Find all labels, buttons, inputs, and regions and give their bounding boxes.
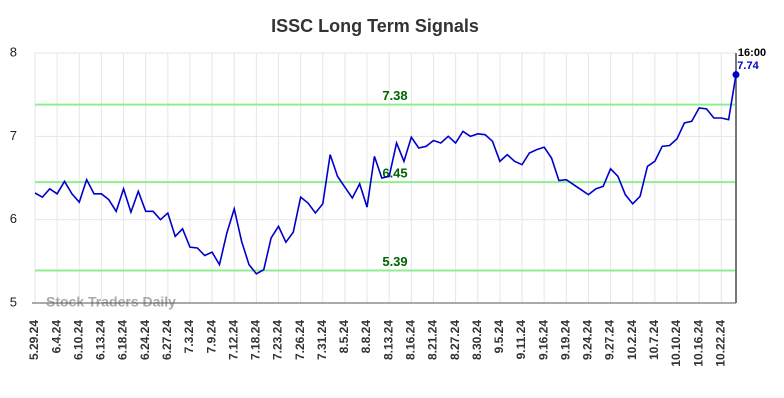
x-tick-label: 8.27.24 [448,320,462,360]
x-tick-label: 8.16.24 [403,320,417,360]
x-tick-label: 8.13.24 [381,320,395,360]
x-tick-label: 7.18.24 [249,320,263,360]
x-tick-label: 9.16.24 [536,320,550,360]
x-tick-label: 6.24.24 [138,320,152,360]
x-tick-label: 7.23.24 [271,320,285,360]
x-tick-label: 8.30.24 [470,320,484,360]
price-line [34,74,737,275]
x-tick-label: 6.18.24 [116,320,130,360]
x-tick-label: 10.2.24 [625,320,639,360]
x-tick-label: 7.31.24 [315,320,329,360]
chart-title: ISSC Long Term Signals [271,16,479,36]
x-tick-label: 8.21.24 [426,320,440,360]
x-tick-label: 10.22.24 [713,320,727,367]
x-tick-label: 5.29.24 [27,320,41,360]
x-tick-label: 9.11.24 [514,320,528,360]
last-point [732,71,740,79]
last-time: 16:00 [738,47,766,59]
x-tick-label: 6.10.24 [71,320,85,360]
y-tick-label: 8 [10,44,17,59]
x-tick-label: 9.24.24 [581,320,595,360]
x-tick-label: 7.12.24 [226,320,240,360]
signal-label: 5.39 [382,254,407,269]
y-tick-label: 5 [10,294,17,309]
last-value: 7.74 [737,60,759,72]
x-tick-label: 9.5.24 [492,320,506,354]
signal-label: 6.45 [382,166,407,181]
x-tick-label: 8.8.24 [359,320,373,354]
x-tick-label: 10.16.24 [691,320,705,367]
x-tick-label: 10.7.24 [647,320,661,360]
x-tick-label: 10.10.24 [669,320,683,367]
x-tick-label: 7.3.24 [182,320,196,354]
x-tick-label: 6.13.24 [94,320,108,360]
signal-label: 7.38 [382,88,407,103]
x-tick-label: 7.26.24 [293,320,307,360]
x-tick-label: 8.5.24 [337,320,351,354]
x-tick-label: 9.27.24 [603,320,617,360]
watermark: Stock Traders Daily [46,294,176,310]
y-tick-label: 7 [10,128,17,143]
x-tick-label: 6.27.24 [160,320,174,360]
y-tick-label: 6 [10,211,17,226]
x-tick-label: 9.19.24 [558,320,572,360]
x-tick-label: 7.9.24 [204,320,218,354]
x-tick-label: 6.4.24 [49,320,63,354]
